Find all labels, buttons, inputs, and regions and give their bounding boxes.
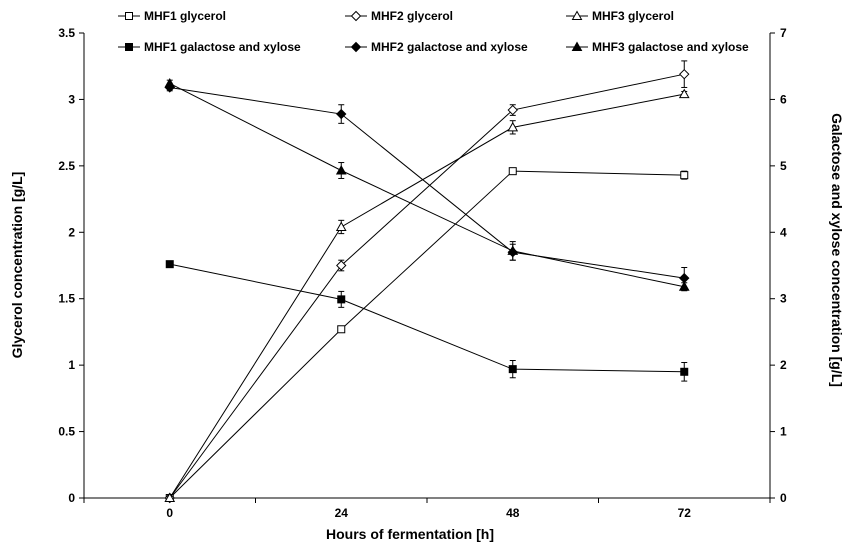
y2-axis-title: Galactose and xylose concentration [g/L] [829,113,844,387]
data-point [164,77,176,88]
y-tick-label: 3.5 [58,26,75,40]
data-point [508,365,517,374]
x-tick-label: 24 [335,506,349,520]
axes: 0 0.5 1 1.5 2 2.5 3 3.5 0 1 2 3 4 5 6 7 0 24 48 72 [58,26,787,520]
y-axis-title: Glycerol concentration [g/L] [9,172,25,359]
x-tick-label: 72 [678,506,692,520]
legend-label: MHF2 galactose and xylose [371,40,528,54]
legend: MHF1 glycerol MHF2 glycerol MHF3 glycerol M… [118,9,749,54]
markers [164,68,690,504]
data-point [164,492,176,502]
data-point [679,68,690,80]
y-tick-label: 2.5 [58,159,75,173]
legend-label: MHF3 galactose and xylose [592,40,749,54]
data-point [335,164,347,175]
series-lines [169,73,685,499]
data-point [336,260,347,271]
legend-label: MHF1 galactose and xylose [144,40,301,54]
y2-tick-label: 0 [780,491,787,505]
data-point [680,171,689,180]
legend-marker [350,10,362,22]
y2-tick-label: 6 [780,92,787,106]
data-point [336,108,347,120]
legend-marker [571,41,583,51]
legend-marker [125,12,133,20]
data-point [678,281,690,291]
legend-marker [350,41,362,53]
y-tick-label: 2 [68,225,75,239]
series-line [169,73,685,499]
y2-tick-label: 2 [780,358,787,372]
legend-label: MHF2 glycerol [371,9,453,23]
data-point [337,295,346,304]
y-tick-label: 0 [68,491,75,505]
series-line [169,83,685,288]
y-tick-label: 1.5 [58,292,75,306]
y-tick-label: 3 [68,92,75,106]
x-tick-label: 48 [506,506,520,520]
y-tick-label: 0.5 [58,425,75,439]
data-point [337,325,346,334]
y2-tick-label: 1 [780,425,787,439]
data-point [678,88,690,99]
x-axis-title: Hours of fermentation [h] [326,526,494,542]
y2-tick-label: 4 [780,225,787,239]
y2-tick-label: 3 [780,292,787,306]
data-point [507,245,519,255]
series-line [169,93,685,499]
data-point [335,221,347,231]
data-point [680,367,689,376]
x-tick-label: 0 [166,506,173,520]
data-point [508,167,517,176]
y2-tick-label: 5 [780,159,787,173]
legend-marker [571,10,583,20]
data-point [507,121,519,132]
data-point [507,104,518,116]
legend-label: MHF1 glycerol [144,9,226,23]
legend-label: MHF3 glycerol [592,9,674,23]
data-point [165,260,174,269]
legend-marker [125,43,133,51]
y2-tick-label: 7 [780,26,787,40]
y-tick-label: 1 [68,358,75,372]
series-line [169,170,685,499]
series-line [169,263,685,373]
series-line [169,86,685,279]
